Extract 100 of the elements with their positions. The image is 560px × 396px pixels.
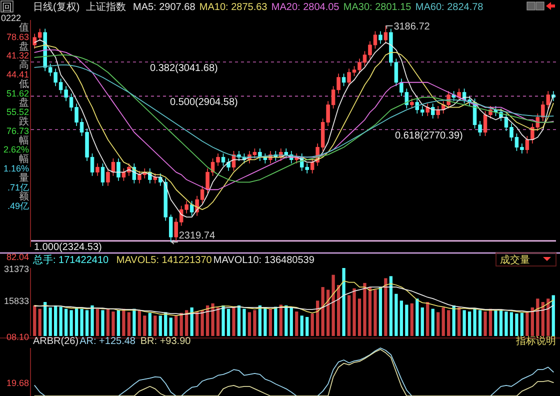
bar <box>300 316 304 336</box>
bar <box>290 307 293 336</box>
bar <box>316 300 320 336</box>
candlestick <box>384 25 388 44</box>
bar <box>546 298 550 336</box>
candlestick <box>457 88 461 102</box>
bar <box>526 312 529 336</box>
bar <box>306 316 309 336</box>
bar <box>85 310 89 336</box>
text: 2.62% <box>3 144 29 155</box>
bar <box>336 285 340 336</box>
bar <box>552 295 555 336</box>
bar <box>530 307 534 336</box>
text: 额 <box>19 190 29 203</box>
bar <box>420 307 424 336</box>
text: 盘 <box>19 96 29 109</box>
bar <box>520 312 524 336</box>
bar <box>504 312 508 336</box>
bar <box>510 312 514 336</box>
text: 值 <box>19 22 29 34</box>
bar <box>436 312 440 336</box>
bar <box>138 310 141 336</box>
text: 51.62 <box>6 88 29 98</box>
text: 55.52 <box>6 107 29 118</box>
bar <box>174 316 178 336</box>
text: .71亿 <box>7 182 29 192</box>
text: 82.04 <box>6 252 29 262</box>
text: 1.16% <box>3 164 29 174</box>
bar <box>473 308 476 336</box>
text: 量 <box>19 172 29 184</box>
text: MA10: 2875.63 <box>199 2 268 13</box>
text: 0222 <box>1 13 22 23</box>
bar <box>64 308 68 336</box>
bar <box>226 308 230 336</box>
bar <box>321 287 324 336</box>
ref-line-label: 0.500(2904.58) <box>170 97 238 108</box>
text: 高 <box>19 59 29 72</box>
bar <box>468 312 472 336</box>
bar <box>122 308 126 336</box>
text: MA30: 2801.15 <box>343 2 412 13</box>
bar <box>268 308 272 336</box>
text: 成交量 <box>500 254 530 266</box>
text: 盘 <box>19 40 29 52</box>
bar <box>358 298 362 336</box>
candlestick <box>100 163 105 186</box>
text: AR: +125.48 <box>80 336 136 347</box>
bar <box>405 304 408 336</box>
candlestick <box>410 98 414 109</box>
bar <box>80 308 84 336</box>
text: 跌 <box>19 116 29 128</box>
bar <box>452 305 456 336</box>
text: 76.73 <box>6 126 29 136</box>
bar <box>132 308 136 336</box>
bar <box>148 312 152 336</box>
bar <box>158 316 162 336</box>
bar <box>127 312 131 336</box>
bar <box>295 312 298 336</box>
bar <box>400 300 403 336</box>
bar <box>143 316 146 336</box>
bar <box>154 316 157 336</box>
text: MA60: 2824.78 <box>415 2 484 13</box>
bar <box>185 310 188 336</box>
bar <box>410 303 414 336</box>
bar <box>426 302 430 336</box>
bar <box>211 303 214 336</box>
text: 15833 <box>4 296 29 306</box>
bar <box>264 307 267 336</box>
bar <box>190 307 194 336</box>
bar <box>232 307 236 336</box>
bar <box>484 312 487 336</box>
candlestick <box>525 136 530 154</box>
bar <box>332 274 335 336</box>
candlestick <box>430 103 435 119</box>
text: 31373 <box>4 264 29 274</box>
bar <box>368 287 372 336</box>
candlestick <box>190 200 194 216</box>
bar <box>374 290 377 336</box>
bar <box>169 318 172 336</box>
bar <box>378 287 382 336</box>
bar <box>216 307 220 336</box>
text: 幅 <box>19 153 29 166</box>
text: MAVOL5: 141221370 <box>116 255 212 266</box>
text: 总手: 171422410 <box>32 254 110 266</box>
bar <box>447 310 450 336</box>
bar <box>416 298 419 336</box>
text: 19.68 <box>6 378 29 388</box>
bar <box>96 308 100 336</box>
bar <box>515 314 518 336</box>
text: .49亿 <box>7 201 29 212</box>
ref-line-label: 0.618(2770.39) <box>395 130 463 142</box>
bar <box>347 295 351 336</box>
bar <box>284 305 288 336</box>
bar <box>253 310 256 336</box>
annotation: 指标说明 <box>515 335 556 347</box>
bar <box>279 304 282 336</box>
bar <box>478 310 482 336</box>
bar <box>310 314 314 336</box>
bar <box>106 308 110 336</box>
annotation: 3186.72 <box>394 21 430 32</box>
bar <box>101 310 104 336</box>
